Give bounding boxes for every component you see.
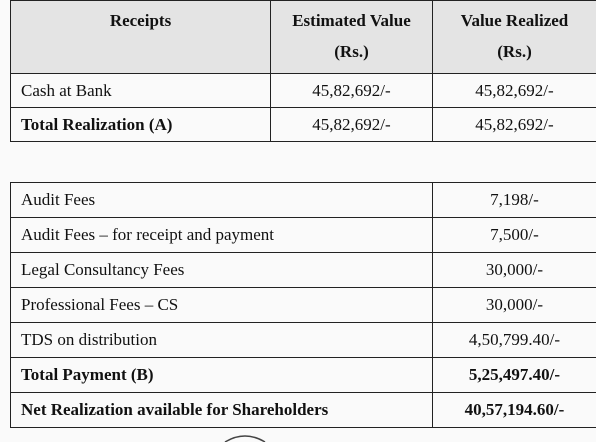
cell: Cash at Bank	[10, 73, 271, 108]
cell: Net Realization available for Shareholde…	[10, 392, 433, 428]
cell: 7,198/-	[432, 182, 596, 218]
cell: 45,82,692/-	[432, 107, 596, 142]
cell: 30,000/-	[432, 287, 596, 323]
cell: Total Payment (B)	[10, 357, 433, 393]
header-text: Receipts	[109, 11, 172, 30]
cell: 4,50,799.40/-	[432, 322, 596, 358]
header-text: Value Realized	[460, 11, 569, 30]
cell: 7,500/-	[432, 217, 596, 253]
cell: Professional Fees – CS	[10, 287, 433, 323]
stamp-edge	[224, 435, 266, 442]
cell: TDS on distribution	[10, 322, 433, 358]
row: Audit Fees 7,198/-	[10, 182, 596, 218]
row: TDS on distribution 4,50,799.40/-	[10, 322, 596, 358]
header-cell: Receipts	[10, 0, 271, 74]
cell: Legal Consultancy Fees	[10, 252, 433, 288]
cell: 45,82,692/-	[270, 73, 433, 108]
header-text: (Rs.)	[334, 42, 369, 61]
row: Total Realization (A) 45,82,692/- 45,82,…	[10, 107, 596, 142]
cell: 5,25,497.40/-	[432, 357, 596, 393]
row: Legal Consultancy Fees 30,000/-	[10, 252, 596, 288]
header-text: (Rs.)	[497, 42, 532, 61]
row: Total Payment (B) 5,25,497.40/-	[10, 357, 596, 393]
header-text: Estimated Value	[292, 11, 411, 30]
row: Audit Fees – for receipt and payment 7,50…	[10, 217, 596, 253]
header-cell: Value Realized (Rs.)	[432, 0, 596, 74]
row: Net Realization available for Shareholde…	[10, 392, 596, 428]
receipts-table: Receipts Estimated Value (Rs.) Value Real…	[10, 0, 596, 142]
cell: Audit Fees	[10, 182, 433, 218]
cell: Total Realization (A)	[10, 107, 271, 142]
cell: 40,57,194.60/-	[432, 392, 596, 428]
header-cell: Estimated Value (Rs.)	[270, 0, 433, 74]
cell: Audit Fees – for receipt and payment	[10, 217, 433, 253]
row: Cash at Bank 45,82,692/- 45,82,692/-	[10, 73, 596, 108]
cell: 45,82,692/-	[432, 73, 596, 108]
row: Professional Fees – CS 30,000/-	[10, 287, 596, 323]
payments-table: Audit Fees 7,198/- Audit Fees – for recei…	[10, 182, 596, 428]
cell: 30,000/-	[432, 252, 596, 288]
header-row: Receipts Estimated Value (Rs.) Value Real…	[10, 0, 596, 74]
cell: 45,82,692/-	[270, 107, 433, 142]
